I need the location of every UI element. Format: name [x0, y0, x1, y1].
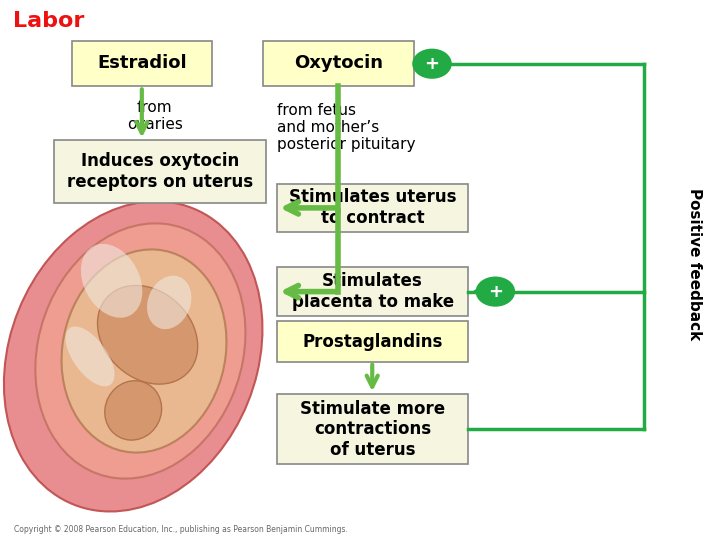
FancyBboxPatch shape [277, 394, 468, 464]
Text: Positive feedback: Positive feedback [688, 188, 702, 341]
Ellipse shape [66, 327, 114, 386]
Text: Stimulate more
contractions
of uterus: Stimulate more contractions of uterus [300, 400, 445, 459]
Ellipse shape [61, 249, 227, 453]
FancyBboxPatch shape [277, 321, 468, 362]
Text: Copyright © 2008 Pearson Education, Inc., publishing as Pearson Benjamin Cumming: Copyright © 2008 Pearson Education, Inc.… [14, 524, 348, 534]
FancyBboxPatch shape [277, 267, 468, 316]
Ellipse shape [35, 224, 246, 478]
Text: Prostaglandins: Prostaglandins [302, 333, 443, 350]
Ellipse shape [97, 286, 198, 384]
FancyBboxPatch shape [54, 140, 266, 202]
Text: Labor: Labor [13, 11, 84, 31]
Text: Estradiol: Estradiol [97, 55, 187, 72]
Ellipse shape [4, 201, 263, 511]
FancyBboxPatch shape [263, 40, 414, 86]
FancyBboxPatch shape [72, 40, 212, 86]
Text: from
ovaries: from ovaries [127, 100, 183, 132]
FancyBboxPatch shape [277, 184, 468, 232]
Text: +: + [425, 55, 439, 73]
Ellipse shape [104, 381, 162, 440]
Text: Stimulates uterus
to contract: Stimulates uterus to contract [289, 188, 456, 227]
Text: Stimulates
placenta to make: Stimulates placenta to make [292, 272, 454, 311]
Circle shape [413, 50, 451, 78]
Text: Oxytocin: Oxytocin [294, 55, 383, 72]
Text: from fetus
and mother’s
posterior pituitary: from fetus and mother’s posterior pituit… [277, 103, 415, 152]
Ellipse shape [81, 244, 143, 318]
Text: +: + [488, 282, 503, 301]
Circle shape [477, 278, 514, 306]
Text: Induces oxytocin
receptors on uterus: Induces oxytocin receptors on uterus [67, 152, 253, 191]
Ellipse shape [147, 275, 192, 329]
